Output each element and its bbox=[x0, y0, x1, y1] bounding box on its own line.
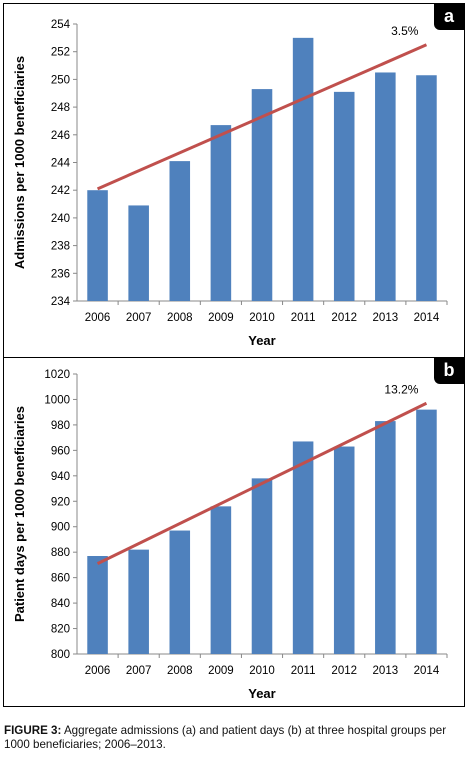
chart-a-trend-line bbox=[96, 43, 428, 191]
chart-panel-a: 234 236 238 240 242 244 246 248 250 252 254 2006 200… bbox=[3, 3, 465, 358]
chart-a-x-tick-label: 2007 bbox=[126, 312, 152, 324]
chart-a-x-tick-label: 2010 bbox=[249, 312, 275, 324]
figure-caption: FIGURE 3: Aggregate admissions (a) and p… bbox=[4, 724, 472, 752]
chart-a-x-tick-label: 2011 bbox=[291, 312, 316, 324]
chart-b-y-tick-label: 1000 bbox=[44, 394, 70, 406]
chart-b-x-axis-title: Year bbox=[248, 686, 275, 701]
chart-b-x-tick-label: 2012 bbox=[331, 665, 357, 677]
chart-a-y-axis-title: Admissions per 1000 beneficiaries bbox=[12, 56, 27, 269]
chart-b-y-tick-label: 840 bbox=[51, 598, 70, 610]
chart-a-y-tick-label: 252 bbox=[51, 47, 70, 59]
chart-a-bar bbox=[87, 190, 108, 301]
chart-a-y-tick-label: 250 bbox=[51, 74, 70, 86]
panel-label-b: b bbox=[434, 358, 464, 384]
chart-a-y-tick-label: 248 bbox=[51, 102, 70, 114]
chart-b-y-tick-label: 800 bbox=[51, 649, 70, 661]
chart-b-y-tick-label: 960 bbox=[51, 445, 70, 457]
chart-b-x-tick-label: 2007 bbox=[126, 665, 152, 677]
chart-a-x-axis-title: Year bbox=[248, 333, 275, 348]
chart-b-y-tick-label: 900 bbox=[51, 522, 70, 534]
chart-a-x-tick-label: 2006 bbox=[85, 312, 111, 324]
chart-a-bar bbox=[210, 125, 232, 301]
chart-a-y-tick-label: 242 bbox=[51, 185, 70, 197]
chart-b-y-tick-label: 880 bbox=[51, 547, 70, 559]
panel-label-a: a bbox=[434, 4, 464, 30]
chart-a-y-tick-label: 254 bbox=[51, 19, 71, 31]
chart-a-bar bbox=[375, 72, 396, 301]
chart-b-y-axis-title: Patient days per 1000 beneficiaries bbox=[12, 406, 27, 622]
chart-a-bar bbox=[333, 91, 355, 302]
chart-b-bar bbox=[416, 409, 437, 654]
chart-a-bar bbox=[169, 161, 191, 301]
chart-b-bar bbox=[375, 421, 396, 654]
chart-b-trend-line bbox=[96, 401, 428, 565]
chart-b-bar bbox=[169, 530, 191, 654]
chart-a-svg: 234 236 238 240 242 244 246 248 250 252 254 2006 200… bbox=[12, 19, 448, 348]
chart-a-x-tick-label: 2012 bbox=[331, 312, 357, 324]
chart-b-svg: 800 820 840 860 880 900 920 940 960 980 1000 1020 20… bbox=[12, 369, 448, 701]
chart-a-y-tick-label: 234 bbox=[51, 296, 71, 308]
chart-b-y-tick-label: 940 bbox=[51, 471, 70, 483]
caption-text: Aggregate admissions (a) and patient day… bbox=[4, 724, 447, 751]
chart-b-x-tick-label: 2009 bbox=[208, 665, 234, 677]
chart-a-bar bbox=[251, 89, 273, 301]
chart-b-x-tick-label: 2008 bbox=[167, 665, 193, 677]
chart-b-bar bbox=[128, 549, 149, 654]
chart-a-y-tick-label: 240 bbox=[51, 213, 70, 225]
chart-b-x-tick-label: 2006 bbox=[85, 665, 111, 677]
chart-a-bar bbox=[128, 205, 149, 301]
chart-b-bar bbox=[87, 556, 108, 654]
chart-b-bar bbox=[210, 506, 232, 654]
chart-b-bar bbox=[251, 478, 273, 654]
chart-b-bar bbox=[292, 441, 314, 654]
caption-label: FIGURE 3: bbox=[4, 724, 62, 737]
chart-b-y-tick-label: 860 bbox=[51, 573, 70, 585]
chart-b-x-tick-label: 2014 bbox=[414, 665, 440, 677]
chart-a-y-tick-label: 238 bbox=[51, 241, 70, 253]
chart-a-y-tick-label: 244 bbox=[51, 158, 71, 170]
chart-b-y-tick-label: 820 bbox=[51, 624, 70, 636]
chart-b-x-tick-label: 2010 bbox=[249, 665, 275, 677]
chart-b-y-tick-label: 920 bbox=[51, 496, 70, 508]
chart-b-x-tick-label: 2013 bbox=[373, 665, 399, 677]
chart-a-trend-label: 3.5% bbox=[391, 24, 419, 38]
chart-b-x-tick-label: 2011 bbox=[291, 665, 316, 677]
chart-a-x-tick-label: 2013 bbox=[373, 312, 399, 324]
chart-a-x-tick-label: 2014 bbox=[414, 312, 440, 324]
chart-a-bar bbox=[292, 37, 314, 301]
chart-b-trend-label: 13.2% bbox=[384, 382, 418, 396]
chart-a-y-tick-label: 236 bbox=[51, 268, 70, 280]
chart-b-y-tick-label: 980 bbox=[51, 420, 70, 432]
chart-a-x-tick-label: 2009 bbox=[208, 312, 234, 324]
chart-b-bar bbox=[333, 446, 355, 654]
chart-a-x-tick-label: 2008 bbox=[167, 312, 193, 324]
chart-a-y-tick-label: 246 bbox=[51, 130, 70, 142]
chart-panel-b: 800 820 840 860 880 900 920 940 960 980 1000 1020 20… bbox=[3, 357, 465, 707]
chart-b-y-tick-label: 1020 bbox=[44, 369, 70, 381]
chart-a-bar bbox=[416, 75, 437, 302]
